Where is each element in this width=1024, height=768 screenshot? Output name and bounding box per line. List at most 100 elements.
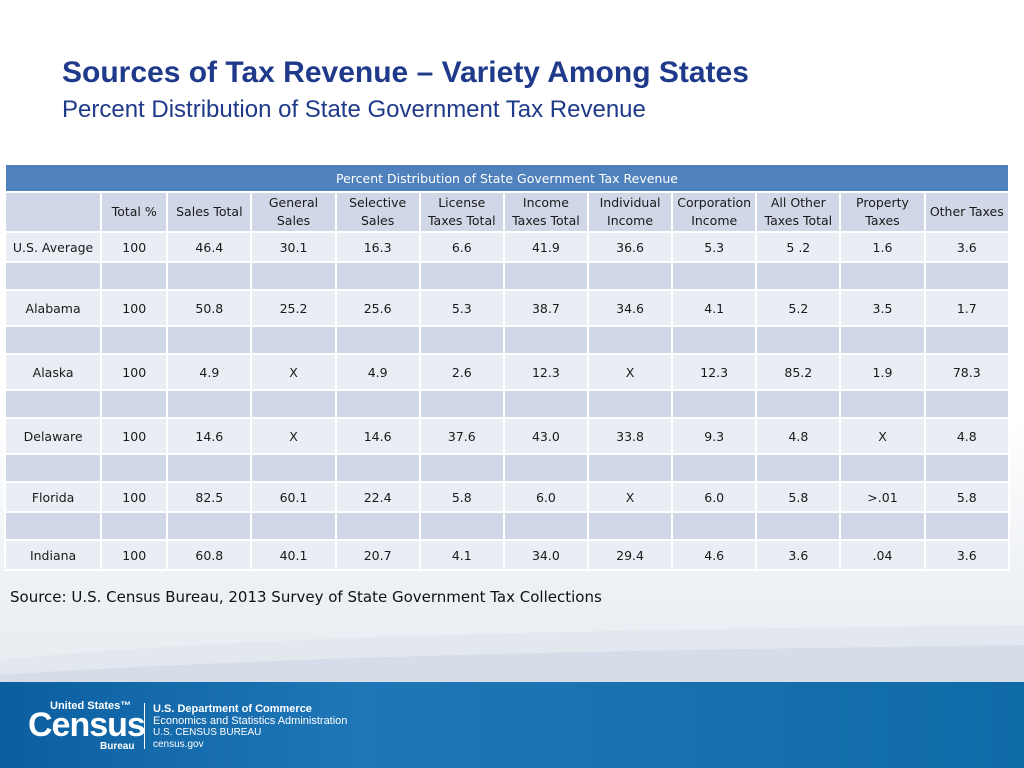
- value-cell: 12.3: [502, 353, 589, 391]
- table-row: Indiana 100 60.8 40.1 20.7 4.1 34.0 29.4 4.6 3.6.…: [3, 539, 1011, 571]
- row-label-cell: U.S. Average: [3, 231, 103, 263]
- empty-cell: [418, 261, 505, 291]
- value-cell: 33.8: [586, 417, 674, 455]
- empty-cell: [100, 511, 169, 541]
- value-cell: 41.9: [502, 231, 589, 263]
- empty-cell: [166, 453, 253, 483]
- row-label-cell: Indiana: [3, 539, 103, 571]
- empty-cell: [3, 511, 103, 541]
- value-cell: 9.3: [671, 417, 758, 455]
- empty-cell: [166, 325, 253, 355]
- table-row: U.S. Average 100 46.4 30.1 16.3 6.6 41.9 36.6 5.…: [3, 231, 1011, 263]
- empty-cell: [334, 511, 421, 541]
- value-cell: 100: [100, 353, 169, 391]
- spacer-row: [3, 325, 1011, 355]
- empty-cell: [418, 453, 505, 483]
- empty-cell: [250, 325, 337, 355]
- value-cell: 46.4: [166, 231, 253, 263]
- column-header: General Sales: [250, 191, 337, 233]
- value-cell: 4.9: [334, 353, 421, 391]
- empty-cell: [586, 453, 674, 483]
- empty-cell: [166, 261, 253, 291]
- empty-cell: [100, 389, 169, 419]
- value-cell: 5.3: [671, 231, 758, 263]
- empty-cell: [839, 261, 926, 291]
- value-cell: X: [250, 417, 337, 455]
- column-header: Total %: [100, 191, 169, 233]
- empty-cell: [923, 511, 1011, 541]
- logo-text-top: United States™: [50, 700, 132, 712]
- empty-cell: [250, 511, 337, 541]
- value-cell: 100: [100, 539, 169, 571]
- empty-cell: [755, 261, 842, 291]
- value-cell: 3.6: [923, 539, 1011, 571]
- value-cell: 1.7: [923, 289, 1011, 327]
- empty-cell: [334, 389, 421, 419]
- value-cell: 60.8: [166, 539, 253, 571]
- table-caption-row: Percent Distribution of State Government…: [4, 163, 1010, 193]
- row-label-cell: Delaware: [3, 417, 103, 455]
- value-cell: 1.9: [839, 353, 926, 391]
- value-cell: 4.9: [166, 353, 253, 391]
- table-row: Delaware 100 14.6 X 14.6 37.6 43.0 33.8 9.3 4.8 X 4…: [3, 417, 1011, 455]
- table-row: Alabama 100 50.8 25.2 25.6 5.3 38.7 34.6 4.1 5.2 3…: [3, 289, 1011, 327]
- value-cell: 4.1: [671, 289, 758, 327]
- value-cell: X: [586, 353, 674, 391]
- spacer-row: [3, 511, 1011, 541]
- empty-cell: [755, 389, 842, 419]
- value-cell: X: [839, 417, 926, 455]
- tax-table-container: Percent Distribution of State Government…: [3, 163, 1011, 571]
- empty-cell: [502, 453, 589, 483]
- empty-cell: [250, 453, 337, 483]
- empty-cell: [166, 511, 253, 541]
- empty-cell: [100, 261, 169, 291]
- department-info: U.S. Department of Commerce Economics an…: [153, 703, 347, 751]
- value-cell: 50.8: [166, 289, 253, 327]
- value-cell: 43.0: [502, 417, 589, 455]
- empty-cell: [923, 325, 1011, 355]
- empty-cell: [418, 511, 505, 541]
- empty-cell: [250, 389, 337, 419]
- logo-text-main: Census: [28, 706, 146, 744]
- spacer-row: [3, 389, 1011, 419]
- column-header: Individual Income: [586, 191, 674, 233]
- tax-revenue-table: Percent Distribution of State Government…: [3, 163, 1011, 571]
- empty-cell: [334, 261, 421, 291]
- value-cell: 100: [100, 481, 169, 513]
- empty-cell: [502, 389, 589, 419]
- empty-cell: [755, 325, 842, 355]
- value-cell: 25.2: [250, 289, 337, 327]
- empty-cell: [418, 389, 505, 419]
- value-cell: X: [250, 353, 337, 391]
- value-cell: 37.6: [418, 417, 505, 455]
- value-cell: 14.6: [166, 417, 253, 455]
- value-cell: 29.4: [586, 539, 674, 571]
- table-row: Florida 100 82.5 60.1 22.4 5.8 6.0 X 6.0 5.8 >.01 5…: [3, 481, 1011, 513]
- table-caption: Percent Distribution of State Government…: [4, 163, 1010, 193]
- value-cell: 14.6: [334, 417, 421, 455]
- value-cell: 20.7: [334, 539, 421, 571]
- empty-cell: [3, 453, 103, 483]
- value-cell: 100: [100, 289, 169, 327]
- empty-cell: [923, 261, 1011, 291]
- value-cell: 25.6: [334, 289, 421, 327]
- value-cell: 12.3: [671, 353, 758, 391]
- value-cell: 2.6: [418, 353, 505, 391]
- empty-cell: [502, 261, 589, 291]
- empty-cell: [671, 261, 758, 291]
- column-header: Sales Total: [166, 191, 253, 233]
- value-cell: 4.1: [418, 539, 505, 571]
- value-cell: 34.0: [502, 539, 589, 571]
- empty-cell: [671, 453, 758, 483]
- value-cell: 6.0: [671, 481, 758, 513]
- value-cell: X: [586, 481, 674, 513]
- empty-cell: [839, 511, 926, 541]
- logo-text-bottom: Bureau: [100, 741, 135, 752]
- row-label-cell: Alaska: [3, 353, 103, 391]
- value-cell: 5.2: [755, 289, 842, 327]
- empty-cell: [586, 325, 674, 355]
- empty-cell: [586, 389, 674, 419]
- empty-cell: [586, 261, 674, 291]
- dept-line-2: Economics and Statistics Administration: [153, 715, 348, 727]
- value-cell: 5.8: [418, 481, 505, 513]
